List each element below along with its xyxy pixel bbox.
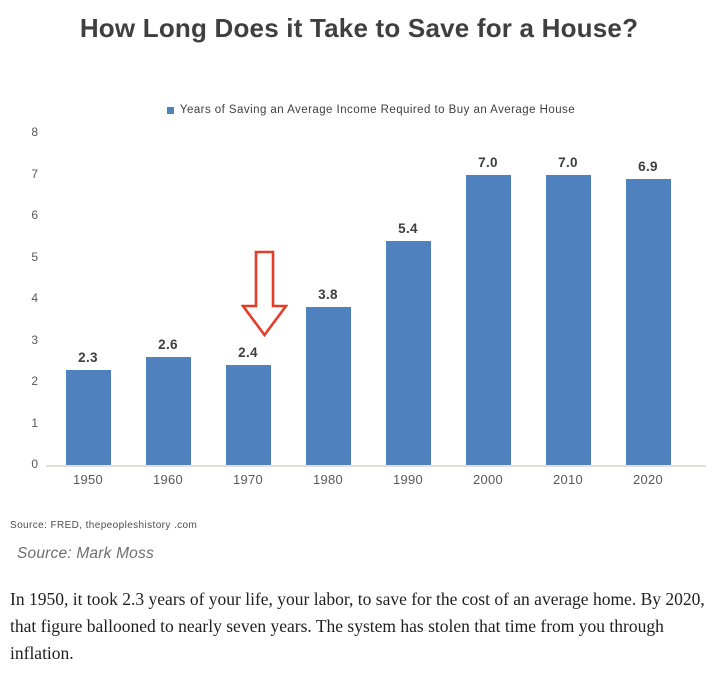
x-tick-label: 1980 xyxy=(312,472,344,487)
bar-column: 6.9 xyxy=(608,133,688,465)
x-tick-label: 1960 xyxy=(152,472,184,487)
y-tick-label: 6 xyxy=(31,208,38,222)
y-tick-label: 2 xyxy=(31,374,38,388)
bar xyxy=(625,178,671,465)
page-title: How Long Does it Take to Save for a Hous… xyxy=(79,13,639,43)
bar-value-label: 7.0 xyxy=(478,154,498,170)
y-tick-label: 3 xyxy=(31,332,38,347)
y-axis: 0 1 2 3 4 5 6 7 8 xyxy=(0,0,38,480)
bar-value-label: 2.6 xyxy=(158,337,178,353)
chart-legend: Years of Saving an Average Income Requir… xyxy=(12,104,718,116)
bar xyxy=(385,240,431,465)
bar xyxy=(305,307,351,465)
bar-column: 2.3 xyxy=(48,133,128,465)
x-axis-baseline xyxy=(46,465,706,467)
down-arrow-icon xyxy=(241,250,288,337)
bar xyxy=(465,174,511,465)
bar xyxy=(545,174,591,465)
source-fred: Source: FRED, thepeopleshistory .com xyxy=(10,520,198,531)
bar-column: 2.6 xyxy=(128,133,208,465)
bar-value-label: 2.3 xyxy=(78,349,98,365)
y-tick-label: 0 xyxy=(31,457,38,471)
legend-label: Years of Saving an Average Income Requir… xyxy=(179,104,576,116)
source-moss: Source: Mark Moss xyxy=(17,545,154,562)
y-tick-label: 5 xyxy=(31,249,38,264)
x-tick-label: 1970 xyxy=(232,472,264,487)
bar-value-label: 3.8 xyxy=(318,287,338,303)
y-tick-label: 4 xyxy=(31,291,38,305)
bar-column: 7.0 xyxy=(528,133,608,465)
bar-value-label: 5.4 xyxy=(398,220,418,236)
bar-value-label: 7.0 xyxy=(558,154,578,170)
x-tick-label: 2020 xyxy=(632,472,664,487)
caption-paragraph: In 1950, it took 2.3 years of your life,… xyxy=(10,589,705,664)
bar xyxy=(225,365,271,465)
bar-column: 2.4 xyxy=(208,133,288,465)
x-tick-label: 2000 xyxy=(472,472,504,487)
y-tick-label: 1 xyxy=(31,415,38,430)
bar xyxy=(65,369,111,465)
bar-column: 3.8 xyxy=(288,133,368,465)
y-tick-label: 8 xyxy=(31,125,38,139)
bar xyxy=(145,357,191,465)
x-tick-label: 1950 xyxy=(72,472,104,487)
x-tick-label: 2010 xyxy=(552,472,584,487)
bar-column: 5.4 xyxy=(368,133,448,465)
bar-value-label: 2.4 xyxy=(238,345,258,361)
x-axis-labels: 1950 1960 1970 1980 1990 2000 2010 2020 xyxy=(48,472,688,487)
legend-marker-icon xyxy=(166,106,174,114)
x-tick-label: 1990 xyxy=(392,472,424,487)
bar-column: 7.0 xyxy=(448,133,528,465)
plot-area: 2.3 2.6 2.4 3.8 5.4 7.0 7.0 6.9 xyxy=(48,133,688,465)
bar-value-label: 6.9 xyxy=(638,158,658,174)
y-tick-label: 7 xyxy=(31,166,38,181)
